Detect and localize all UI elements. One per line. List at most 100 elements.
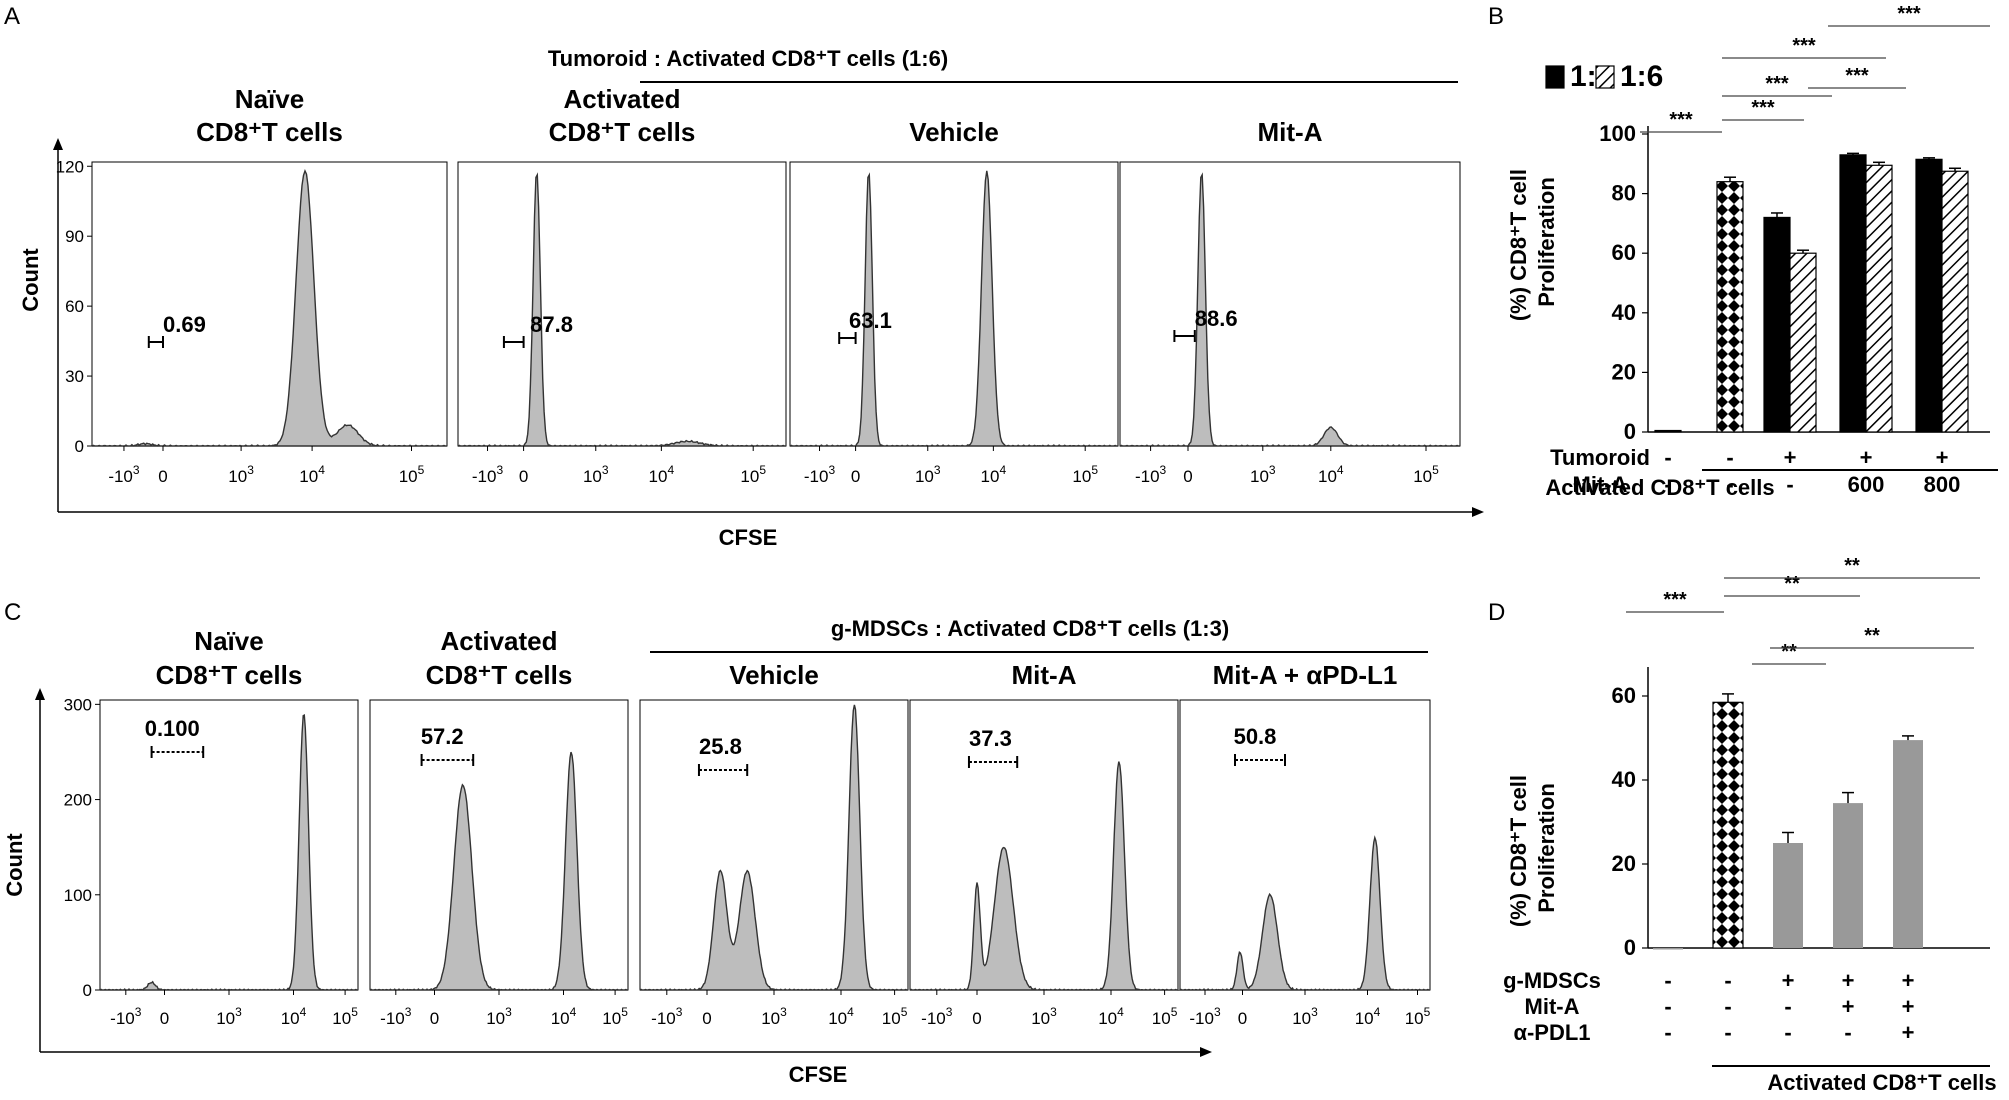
panelC-hist-2-xtick-label-2-base: 10 [486, 1009, 505, 1028]
panel-a-histograms: Tumoroid : Activated CD8⁺T cells (1:6) C… [18, 46, 1484, 550]
panelC-hist-4-xtick-label-0: -103 [921, 1005, 953, 1028]
panelB-ytick-label-0: 0 [1624, 419, 1636, 444]
panelA-hist-4-xtick-label-2-base: 10 [1250, 467, 1269, 486]
panelA-hist-2-xtick-label-0-base: -10 [472, 467, 497, 486]
panelC-hist-2-xtick-label-2-exp: 3 [505, 1005, 512, 1019]
panelD-cond-1-4: + [1902, 994, 1915, 1019]
panelD-ytick-label-2: 40 [1612, 767, 1636, 792]
panelC-hist-3-xtick-label-3: 104 [828, 1005, 854, 1028]
panelC-hist-3-xtick-label-0-base: -10 [651, 1009, 676, 1028]
panelA-hist-4-xtick-label-0-exp: 3 [1160, 463, 1167, 477]
panelA-hist-2-xtick-label-2-exp: 3 [602, 463, 609, 477]
panelB-cond-0-2: + [1784, 445, 1797, 470]
panelC-hist-2-xtick-label-2: 103 [486, 1005, 512, 1028]
panelB-ytick-label-5: 100 [1599, 121, 1636, 146]
panelC-hist-1-xtick-label-4: 105 [332, 1005, 358, 1028]
panelA-hist-1-xtick-label-4-base: 10 [399, 467, 418, 486]
panel-a-y-label: Count [18, 248, 43, 312]
panel-c-x-arrowhead [1200, 1047, 1212, 1057]
panelD-cond-2-3: - [1844, 1020, 1851, 1045]
panelA-hist-2-title-line2: CD8⁺T cells [549, 117, 696, 147]
panelB-bar-1-1 [1654, 429, 1682, 433]
panelC-hist-5-title: Mit-A + αPD-L1 [1213, 660, 1398, 690]
panelC-hist-2-frame [369, 699, 629, 991]
panelD-cond-0-3: + [1842, 968, 1855, 993]
panelD-sig-label-3: ** [1781, 641, 1797, 663]
panelD-bar-4-1 [1833, 803, 1863, 948]
panelC-hist-5-frame [1179, 699, 1431, 991]
panel-b-y-label: (%) CD8⁺T cell Proliferation [1506, 163, 1559, 321]
panelA-hist-3-xtick-label-0-exp: 3 [828, 463, 835, 477]
panelC-hist-3-xtick-label-1: 0 [702, 1009, 711, 1028]
panelA-hist-3-xtick-label-2-base: 10 [915, 467, 934, 486]
panelC-hist-3-xtick-label-2-base: 10 [761, 1009, 780, 1028]
panelB-bar-5-2 [1941, 170, 1969, 433]
panelC-hist-5-xtick-label-4-exp: 5 [1424, 1005, 1431, 1019]
panelA-hist-3-curve [789, 170, 1118, 447]
panelC-hist-5-xtick-label-3: 104 [1355, 1005, 1381, 1028]
panelC-hist-2-xtick-label-0-exp: 3 [405, 1005, 412, 1019]
panelC-hist-5-gate-value: 50.8 [1234, 724, 1277, 749]
panelA-hist-4-xtick-label-0-base: -10 [1135, 467, 1160, 486]
panel-c-x-label: CFSE [789, 1062, 848, 1087]
panelA-hist-4-xtick-label-3-exp: 4 [1337, 463, 1344, 477]
panelC-hist-4-title: Mit-A [1012, 660, 1077, 690]
panelA-hist-1-xtick-label-4: 105 [399, 463, 425, 486]
panel-label-d: D [1488, 599, 1505, 626]
panelC-hist-2-xtick-label-1: 0 [430, 1009, 439, 1028]
panelA-hist-1-xtick-label-0-exp: 3 [133, 463, 140, 477]
panelA-hist-3-xtick-label-4: 105 [1072, 463, 1098, 486]
panelA-hist-1-xtick-label-0-base: -10 [108, 467, 133, 486]
panelB-legend-swatch-0 [1545, 65, 1565, 89]
panelC-hist-3-xtick-label-3-exp: 4 [847, 1005, 854, 1019]
panel-c-y-arrowhead [35, 688, 45, 700]
panelA-hist-1-frame [91, 161, 448, 447]
panelD-sig-label-0: *** [1663, 589, 1687, 611]
panelA-hist-2-xtick-label-0-exp: 3 [496, 463, 503, 477]
panelA-hist-2-curve [457, 172, 786, 447]
panelB-cond-1-0: - [1664, 472, 1671, 497]
panelC-hist-3-curve [639, 704, 908, 991]
panelC-hist-4-xtick-label-4-exp: 5 [1171, 1005, 1178, 1019]
panelD-ytick-label-3: 60 [1612, 683, 1636, 708]
panelA-hist-2-xtick-label-4: 105 [740, 463, 766, 486]
panelA-hist-4-title: Mit-A [1258, 117, 1323, 147]
panelA-hist-4-xtick-label-2: 103 [1250, 463, 1276, 486]
panelA-hist-4-xtick-label-3: 104 [1318, 463, 1344, 486]
panelC-hist-4-xtick-label-2-base: 10 [1031, 1009, 1050, 1028]
panelC-hist-5-xtick-label-0: -103 [1189, 1005, 1221, 1028]
panelC-hist-4-xtick-label-1: 0 [972, 1009, 981, 1028]
panelD-sig-label-2: ** [1844, 555, 1860, 577]
panelB-cond-1-4: 800 [1924, 472, 1961, 497]
panelC-hist-5-xtick-label-1: 0 [1238, 1009, 1247, 1028]
panelC-hist-4-frame [909, 699, 1179, 991]
panelA-hist-2-xtick-label-2-base: 10 [583, 467, 602, 486]
panelD-cond-1-0: - [1664, 994, 1671, 1019]
panelC-hist-2-xtick-label-4-exp: 5 [621, 1005, 628, 1019]
panelC-hist-3-frame [639, 699, 909, 991]
panelB-cond-0-0: - [1664, 445, 1671, 470]
panelD-cond-0-2: + [1782, 968, 1795, 993]
panelB-cond-0-4: + [1936, 445, 1949, 470]
panelD-cond-0-1: - [1724, 968, 1731, 993]
panelA-hist-2-gate-value: 87.8 [530, 312, 573, 337]
panelD-cond-2-2: - [1784, 1020, 1791, 1045]
panelA-hist-1-gate-value: 0.69 [163, 312, 206, 337]
panelA-ytick-label-2: 60 [65, 297, 84, 316]
panelD-sig-label-4: ** [1864, 625, 1880, 647]
panelC-hist-1-xtick-label-0-base: -10 [110, 1009, 135, 1028]
panelB-sig-label-2: *** [1765, 73, 1789, 95]
panelC-hist-2-xtick-label-3-exp: 4 [570, 1005, 577, 1019]
panelC-ytick-label-3: 300 [64, 695, 92, 714]
panelA-hist-4-xtick-label-0: -103 [1135, 463, 1167, 486]
panelA-hist-3-xtick-label-3: 104 [981, 463, 1007, 486]
panelA-hist-2-title-line1: Activated [563, 84, 680, 114]
panelD-cond-1-3: + [1842, 994, 1855, 1019]
panelA-ytick-label-3: 90 [65, 227, 84, 246]
panelC-hist-5-curve [1177, 835, 1430, 991]
panelC-hist-3-xtick-label-4: 105 [882, 1005, 908, 1028]
panelB-bar-3-2 [1789, 252, 1817, 433]
panelC-hist-2-xtick-label-0: -103 [380, 1005, 412, 1028]
panelB-ytick-label-2: 40 [1612, 300, 1636, 325]
panelB-bar-2-1 [1716, 181, 1744, 433]
